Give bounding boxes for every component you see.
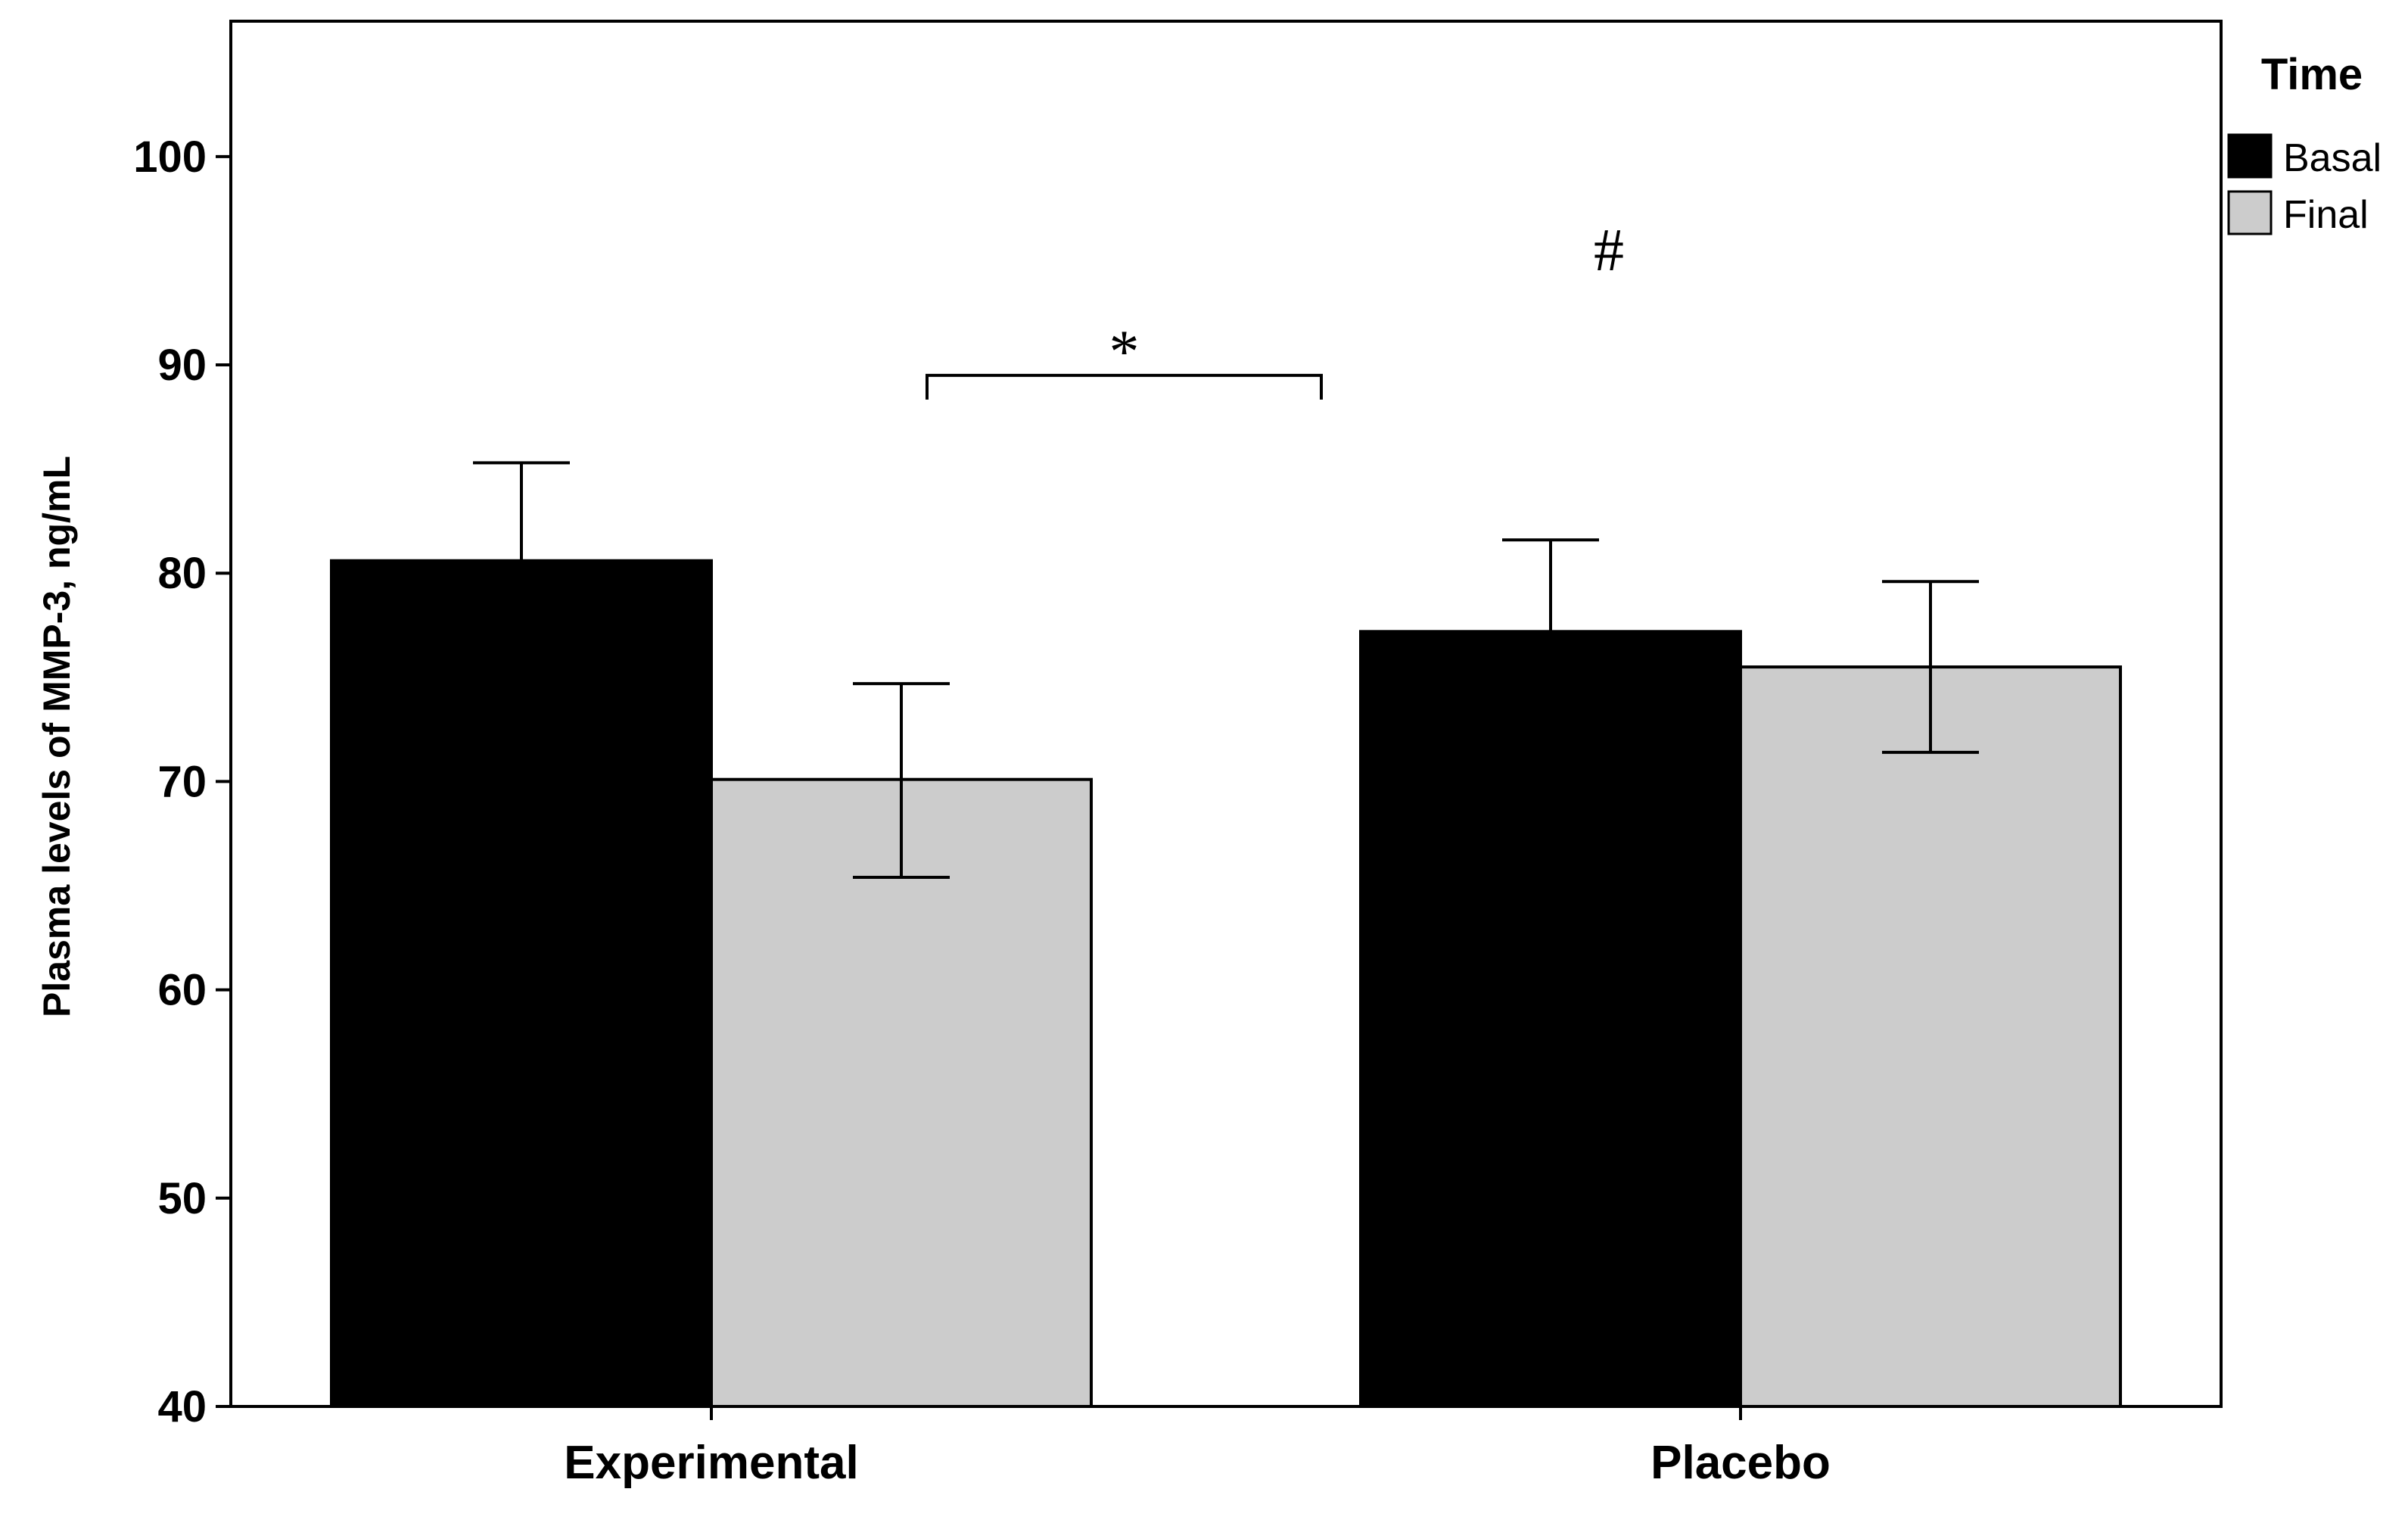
legend-label-final: Final [2283, 193, 2369, 237]
y-tick-label: 80 [157, 549, 207, 598]
x-category-label: Experimental [564, 1437, 858, 1489]
bar-final-placebo [1739, 665, 2122, 1408]
legend-title: Time [2261, 50, 2363, 99]
annotations-group: *# [926, 217, 1624, 400]
y-tick-label: 70 [157, 757, 207, 806]
legend: Time Basal Final [2227, 50, 2382, 237]
y-tick-label: 90 [157, 341, 207, 390]
y-tick-label: 40 [157, 1382, 207, 1431]
bars-group [330, 559, 2122, 1408]
y-tick-label: 100 [133, 132, 207, 182]
annotation-hash: # [1594, 217, 1624, 284]
legend-swatch-basal [2227, 133, 2273, 179]
x-axis: Experimental Placebo [564, 1406, 1831, 1489]
annotation-asterisk: * [1109, 319, 1140, 385]
x-category-label: Placebo [1650, 1437, 1831, 1489]
bar-final-experimental [710, 777, 1093, 1408]
bar-basal-placebo [1359, 630, 1742, 1408]
y-tick-label: 60 [157, 966, 207, 1015]
error-bars-group [473, 461, 1979, 880]
y-axis-title: Plasma levels of MMP-3, ng/mL [36, 456, 78, 1017]
significance-bracket [926, 373, 1323, 400]
y-axis: 40 50 60 70 80 90 100 [133, 132, 231, 1431]
bar-basal-experimental [330, 559, 713, 1408]
legend-swatch-final [2227, 190, 2273, 235]
legend-label-basal: Basal [2283, 136, 2382, 180]
y-tick-label: 50 [157, 1174, 207, 1223]
